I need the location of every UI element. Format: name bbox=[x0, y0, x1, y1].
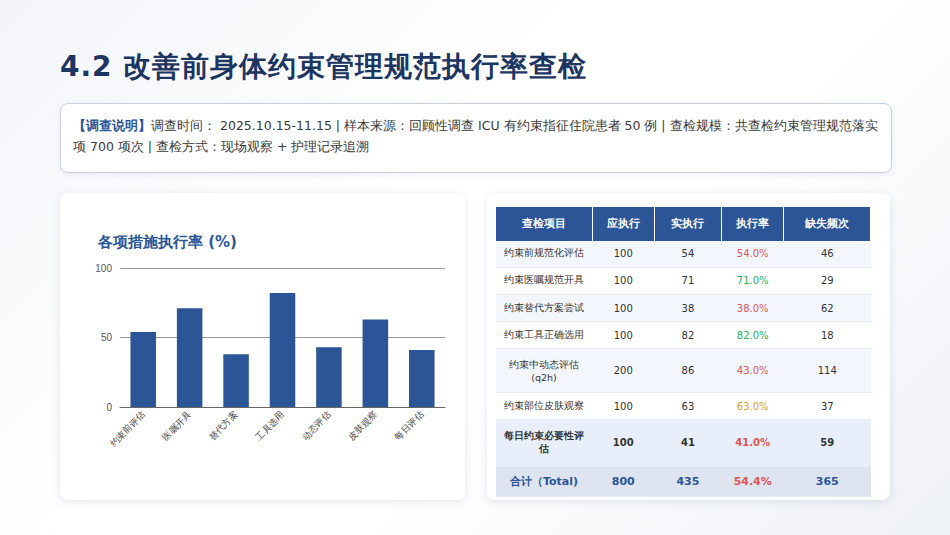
html-text:100: 100 bbox=[613, 248, 633, 260]
html-text:62: 62 bbox=[820, 302, 834, 314]
html-text:59: 59 bbox=[820, 437, 835, 449]
html-text:应执行: 应执行 bbox=[606, 217, 640, 229]
svg-text:动态评估: 动态评估 bbox=[300, 409, 333, 442]
svg-text:工具选用: 工具选用 bbox=[254, 409, 287, 442]
html-text:18: 18 bbox=[820, 329, 834, 341]
svg-text:替代方案: 替代方案 bbox=[207, 409, 240, 442]
html-text:82.0%: 82.0% bbox=[736, 329, 769, 341]
html-text:41.0%: 41.0% bbox=[735, 437, 771, 449]
svg-text:100: 100 bbox=[95, 263, 112, 274]
html-text:100: 100 bbox=[613, 302, 633, 314]
html-text:71.0%: 71.0% bbox=[736, 275, 769, 287]
html-text:54: 54 bbox=[681, 248, 695, 260]
html-text:29: 29 bbox=[820, 275, 834, 287]
svg-text:50: 50 bbox=[101, 332, 113, 343]
html-text:约束中动态评估 (q2h): 约束中动态评估 (q2h) bbox=[509, 358, 579, 383]
svg-text:0: 0 bbox=[106, 402, 112, 413]
html-text:约束医嘱规范开具: 约束医嘱规范开具 bbox=[504, 274, 584, 286]
html-text:46: 46 bbox=[820, 248, 834, 260]
html-text:约束工具正确选用: 约束工具正确选用 bbox=[504, 328, 584, 340]
html-text:71: 71 bbox=[681, 275, 695, 287]
html-text:每日约束必要性评 估: 每日约束必要性评 估 bbox=[504, 429, 584, 454]
html-text:查检项目: 查检项目 bbox=[521, 217, 566, 229]
html-text:63: 63 bbox=[681, 400, 695, 412]
html-text:82: 82 bbox=[681, 329, 695, 341]
html-text:435: 435 bbox=[676, 474, 700, 488]
html-text:100: 100 bbox=[613, 329, 633, 341]
html-text:200: 200 bbox=[613, 365, 633, 377]
html-text:执行率: 执行率 bbox=[736, 217, 770, 229]
html-text:100: 100 bbox=[613, 275, 633, 287]
html-text:86: 86 bbox=[681, 365, 695, 377]
svg-text:医嘱开具: 医嘱开具 bbox=[161, 409, 194, 442]
html-text:38: 38 bbox=[681, 302, 695, 314]
html-text:365: 365 bbox=[815, 474, 839, 488]
html-text:37: 37 bbox=[820, 400, 834, 412]
svg-text:皮肤观察: 皮肤观察 bbox=[346, 409, 379, 442]
html-text:约束部位皮肤观察: 约束部位皮肤观察 bbox=[504, 399, 584, 411]
html-text:4.2 改善前身体约束管理规范执行率查检: 4.2 改善前身体约束管理规范执行率查检 bbox=[60, 50, 588, 83]
html-text:114: 114 bbox=[817, 365, 837, 377]
html-text:54.0%: 54.0% bbox=[736, 248, 769, 260]
html-text:54.4%: 54.4% bbox=[733, 474, 772, 488]
html-text:约束替代方案尝试: 约束替代方案尝试 bbox=[504, 301, 584, 313]
html-text:合计（Total): 合计（Total) bbox=[510, 474, 579, 488]
html-text:100: 100 bbox=[613, 400, 633, 412]
svg-text:各项措施执行率 (%): 各项措施执行率 (%) bbox=[97, 233, 237, 251]
html-text:缺失频次: 缺失频次 bbox=[805, 217, 850, 229]
html-text:38.0%: 38.0% bbox=[736, 302, 769, 314]
svg-text:约束前评估: 约束前评估 bbox=[108, 409, 147, 448]
html-text:100: 100 bbox=[612, 437, 634, 449]
html-text:43.0%: 43.0% bbox=[736, 365, 769, 377]
html-text:【调查说明】调查时间： 2025.10.15-11.15 |: 【调查说明】调查时间： 2025.10.15-11.15 | 样本来源：回顾性调… bbox=[73, 118, 878, 154]
html-text:41: 41 bbox=[681, 437, 695, 449]
html-text:63.0%: 63.0% bbox=[736, 400, 769, 412]
html-text:约束前规范化评估: 约束前规范化评估 bbox=[504, 247, 584, 259]
html-text:800: 800 bbox=[611, 474, 635, 488]
html-text:实执行: 实执行 bbox=[671, 217, 705, 229]
svg-text:每日评估: 每日评估 bbox=[393, 409, 426, 442]
